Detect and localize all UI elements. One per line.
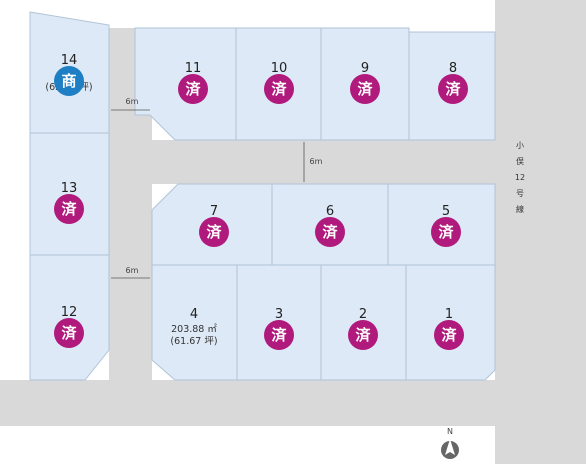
- sold-badge: [264, 74, 294, 104]
- lot-13-parcel[interactable]: [29, 132, 110, 256]
- bottom-road: [0, 380, 586, 426]
- sold-badge: [178, 74, 208, 104]
- road-width-label: 6m: [126, 266, 139, 275]
- lot-3[interactable]: 32 ㎡(6 坪)済: [264, 307, 294, 350]
- lot-number: 11: [185, 61, 202, 76]
- lot-number: 1: [445, 307, 453, 322]
- badge-text: 済: [445, 80, 461, 98]
- lot-number: 14: [61, 53, 78, 68]
- lot-11[interactable]: 112 ㎡(6 坪)済: [178, 61, 208, 104]
- badge-text: 済: [271, 80, 287, 98]
- lot-8[interactable]: 82 ㎡(6 坪)済: [438, 61, 468, 104]
- north-arrow-icon: N: [441, 427, 459, 459]
- lot-4-parcel[interactable]: [151, 264, 238, 381]
- lot-12-parcel[interactable]: [29, 254, 110, 381]
- badge-text: 商: [61, 72, 76, 90]
- badge-text: 済: [355, 326, 371, 344]
- badge-text: 済: [438, 223, 454, 241]
- road-width-label: 6m: [310, 157, 323, 166]
- lot-14[interactable]: 142(62.89 坪)商: [45, 53, 93, 96]
- sold-badge: [350, 74, 380, 104]
- sold-badge: [315, 217, 345, 247]
- side-road-char: 12: [515, 173, 525, 182]
- sold-badge: [54, 194, 84, 224]
- sold-badge: [264, 320, 294, 350]
- side-road-char: 小: [516, 141, 524, 150]
- lot-area: 203.88 ㎡: [171, 324, 217, 335]
- side-road-char: 線: [516, 204, 524, 214]
- lot-number: 12: [61, 305, 78, 320]
- lot-number: 9: [361, 61, 369, 76]
- lot-6[interactable]: 61 ㎡(6 坪)済: [315, 204, 345, 247]
- compass-label: N: [447, 427, 453, 436]
- lot-number: 3: [275, 307, 283, 322]
- lot-9[interactable]: 92 ㎡(6 坪)済: [350, 61, 380, 104]
- lot-tsubo: (61.67 坪): [170, 335, 217, 347]
- sold-badge: [199, 217, 229, 247]
- badge-text: 済: [357, 80, 373, 98]
- sold-badge: [54, 318, 84, 348]
- badge-text: 済: [61, 324, 77, 342]
- lot-number: 8: [449, 61, 457, 76]
- lot-12[interactable]: 122 ㎡(6 坪)済: [54, 305, 84, 348]
- badge-text: 済: [185, 80, 201, 98]
- lot-13[interactable]: 132 ㎡(6 坪)済: [54, 181, 84, 224]
- lot-2[interactable]: 22 ㎡(6 坪)済: [348, 307, 378, 350]
- lot-4[interactable]: 4 203.88 ㎡(61.67 坪): [170, 307, 217, 347]
- lot-10[interactable]: 102 ㎡(6 坪)済: [264, 61, 294, 104]
- badge-text: 済: [206, 223, 222, 241]
- lot-labels: 142(62.89 坪)商132 ㎡(6 坪)済122 ㎡(6 坪)済112 ㎡…: [45, 53, 468, 350]
- sold-badge: [431, 217, 461, 247]
- badge-text: 済: [61, 200, 77, 218]
- sold-badge: [438, 74, 468, 104]
- sold-badge: [434, 320, 464, 350]
- lot-number: 5: [442, 204, 450, 219]
- lot-1[interactable]: 12 ㎡(6 坪)済: [434, 307, 464, 350]
- lot-number: 4: [190, 307, 198, 322]
- inner-road-link: [109, 255, 152, 267]
- badge-text: 済: [322, 223, 338, 241]
- lot-7[interactable]: 71 ㎡(6 坪)済: [199, 204, 229, 247]
- badge-text: 済: [441, 326, 457, 344]
- inner-road-horizontal: [109, 140, 495, 184]
- lot-5[interactable]: 51 ㎡(6 坪)済: [431, 204, 461, 247]
- badge-text: 済: [271, 326, 287, 344]
- lot-number: 6: [326, 204, 334, 219]
- side-road-char: 号: [516, 189, 524, 198]
- shop-badge: [54, 66, 84, 96]
- lot-number: 10: [271, 61, 288, 76]
- side-road-char: 俣: [516, 157, 524, 166]
- sold-badge: [348, 320, 378, 350]
- road-width-label: 6m: [126, 97, 139, 106]
- lot-number: 13: [61, 181, 78, 196]
- lot-number: 7: [210, 204, 218, 219]
- lot-number: 2: [359, 307, 367, 322]
